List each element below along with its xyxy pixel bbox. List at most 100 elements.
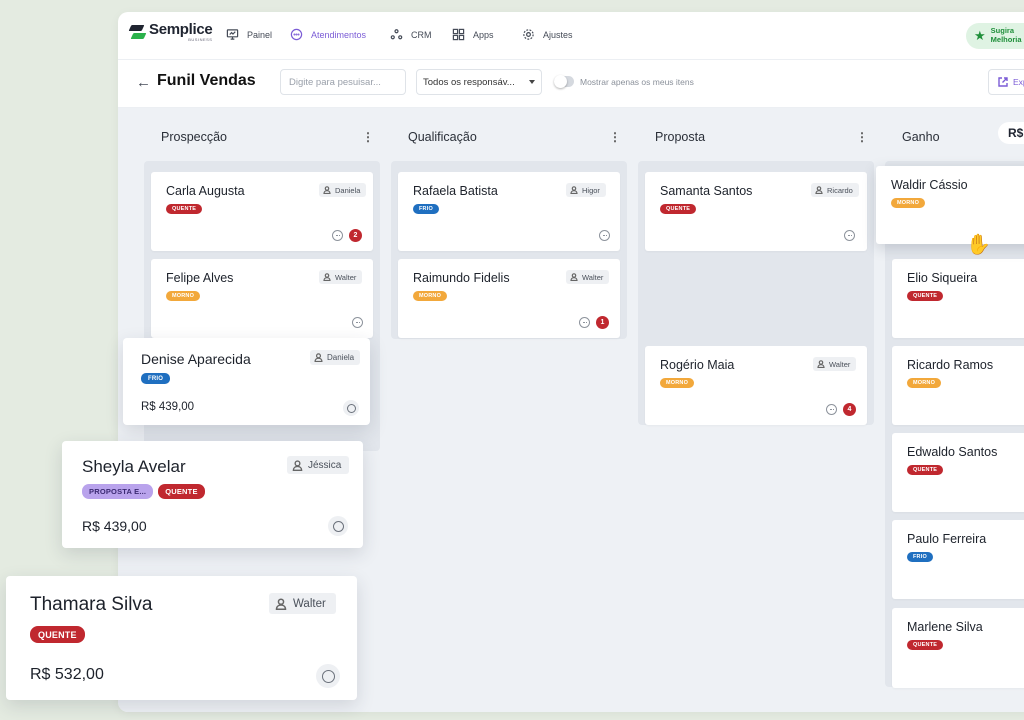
kanban-board: Prospecção ⋮ Qualificação ⋮ Proposta ⋮ G… — [118, 108, 1024, 712]
presentation-icon — [226, 29, 239, 40]
nav-item-crm[interactable]: CRM — [390, 28, 432, 41]
crm-icon — [390, 29, 403, 40]
temperature-tag: QUENTE — [30, 626, 85, 643]
temperature-tag: MORNO — [660, 378, 695, 388]
lead-card-ricardo[interactable]: Ricardo Ramos MORNO — [892, 346, 1024, 425]
assignee-name: Daniela — [335, 185, 361, 195]
unread-count-badge: 4 — [843, 403, 856, 416]
chat-icon[interactable] — [599, 230, 610, 241]
logo[interactable]: Semplice BUSINESS — [128, 21, 213, 42]
export-button[interactable]: Exp — [988, 69, 1024, 95]
back-arrow-icon[interactable]: ← — [136, 74, 151, 91]
assignee-name: Daniela — [327, 353, 355, 362]
column-menu-icon[interactable]: ⋮ — [362, 130, 374, 144]
lead-card-denise[interactable]: Denise Aparecida Daniela FRIO R$ 439,00 — [123, 338, 370, 425]
gear-icon — [523, 29, 534, 40]
temperature-tag: MORNO — [891, 198, 926, 208]
apps-grid-icon — [452, 28, 465, 41]
chevron-down-icon — [529, 80, 535, 84]
assignee-name: Walter — [582, 272, 604, 282]
temperature-tag: QUENTE — [907, 291, 944, 301]
chat-icon[interactable] — [826, 404, 837, 415]
lead-card-raimundo[interactable]: Raimundo Fidelis Walter MORNO 1 — [398, 259, 620, 338]
lead-card-waldir-dragging[interactable]: Waldir Cássio MORNO — [876, 166, 1024, 244]
lead-card-samanta[interactable]: Samanta Santos Ricardo QUENTE — [645, 172, 867, 251]
lead-name: Edwaldo Santos — [907, 445, 998, 459]
chat-icon[interactable] — [316, 664, 340, 688]
column-title-qualificacao: Qualificação — [408, 130, 477, 144]
lead-card-elio[interactable]: Elio Siqueira QUENTE — [892, 259, 1024, 338]
nav-item-apps[interactable]: Apps — [452, 28, 494, 41]
lead-card-carla[interactable]: Carla Augusta Daniela QUENTE 2 — [151, 172, 373, 251]
lead-name: Denise Aparecida — [141, 351, 251, 367]
toggle-label: Mostrar apenas os meus itens — [580, 77, 694, 87]
assignee-name: Higor — [582, 185, 600, 195]
nav-item-painel[interactable]: Painel — [226, 28, 272, 41]
assignee-badge: Walter — [813, 357, 857, 371]
temperature-tag: FRIO — [907, 552, 933, 562]
nav-label: Atendimentos — [311, 29, 367, 40]
lead-card-thamara[interactable]: Thamara Silva Walter QUENTE R$ 532,00 — [6, 576, 357, 700]
assignee-name: Walter — [335, 272, 357, 282]
person-icon — [314, 353, 323, 362]
temperature-tag: MORNO — [166, 291, 201, 301]
lead-name: Rafaela Batista — [413, 184, 498, 198]
temperature-tag: QUENTE — [907, 465, 944, 475]
nav-item-ajustes[interactable]: Ajustes — [522, 28, 573, 41]
assignee-badge: Daniela — [319, 183, 367, 197]
sugira-line2: Melhoria — [990, 35, 1022, 44]
lead-name: Samanta Santos — [660, 184, 753, 198]
assignee-badge: Jéssica — [287, 456, 350, 474]
my-items-toggle[interactable] — [554, 75, 574, 88]
nav-label: CRM — [411, 29, 432, 40]
assignee-name: Walter — [829, 359, 851, 369]
lead-name: Paulo Ferreira — [907, 532, 987, 546]
column-menu-icon[interactable]: ⋮ — [856, 130, 868, 144]
page-title: Funil Vendas — [157, 72, 256, 89]
lead-card-paulo[interactable]: Paulo Ferreira FRIO — [892, 520, 1024, 599]
lead-name: Carla Augusta — [166, 184, 245, 198]
chat-icon — [290, 28, 303, 41]
search-input[interactable] — [280, 69, 406, 95]
unread-count-badge: 1 — [596, 316, 609, 329]
lead-card-sheyla[interactable]: Sheyla Avelar Jéssica PROPOSTA E... QUEN… — [62, 441, 363, 548]
chat-icon[interactable] — [328, 516, 348, 536]
suggest-improvement-button[interactable]: ★ Sugira Melhoria — [966, 23, 1024, 49]
assignee-badge: Walter — [566, 270, 610, 284]
lead-name: Marlene Silva — [907, 620, 983, 634]
chat-icon[interactable] — [579, 317, 590, 328]
assignee-badge: Higor — [566, 183, 606, 197]
logo-name: Semplice — [149, 21, 213, 38]
logo-mark-icon — [128, 24, 147, 40]
lead-name: Felipe Alves — [166, 271, 234, 285]
person-icon — [570, 186, 578, 194]
lead-card-edwaldo[interactable]: Edwaldo Santos QUENTE — [892, 433, 1024, 512]
chat-icon[interactable] — [844, 230, 855, 241]
column-menu-icon[interactable]: ⋮ — [609, 130, 621, 144]
stage-tag: PROPOSTA E... — [82, 484, 154, 499]
lead-name: Waldir Cássio — [891, 178, 968, 192]
column-total-ganho: R$ — [998, 122, 1024, 144]
responsible-filter-select[interactable]: Todos os responsáv... — [416, 69, 542, 95]
chat-icon[interactable] — [332, 230, 343, 241]
nav-label: Apps — [473, 29, 494, 40]
nav-label: Ajustes — [543, 29, 573, 40]
lead-card-felipe[interactable]: Felipe Alves Walter MORNO — [151, 259, 373, 338]
select-value: Todos os responsáv... — [423, 76, 515, 88]
column-title-prospeccao: Prospecção — [161, 130, 228, 144]
chat-icon[interactable] — [343, 400, 359, 416]
assignee-badge: Walter — [269, 593, 336, 614]
lead-name: Thamara Silva — [30, 594, 153, 615]
lead-card-marlene[interactable]: Marlene Silva QUENTE — [892, 608, 1024, 688]
column-title-proposta: Proposta — [655, 130, 706, 144]
chat-icon[interactable] — [352, 317, 363, 328]
lead-name: Raimundo Fidelis — [413, 271, 510, 285]
lead-card-rafaela[interactable]: Rafaela Batista Higor FRIO — [398, 172, 620, 251]
lead-name: Sheyla Avelar — [82, 457, 186, 476]
lead-name: Rogério Maia — [660, 358, 735, 372]
nav-item-atendimentos[interactable]: Atendimentos — [290, 28, 366, 41]
deal-value: R$ 532,00 — [30, 666, 104, 683]
grab-cursor-icon: ✋ — [966, 234, 991, 256]
lead-card-rogerio[interactable]: Rogério Maia Walter MORNO 4 — [645, 346, 867, 425]
temperature-tag: QUENTE — [907, 640, 944, 650]
